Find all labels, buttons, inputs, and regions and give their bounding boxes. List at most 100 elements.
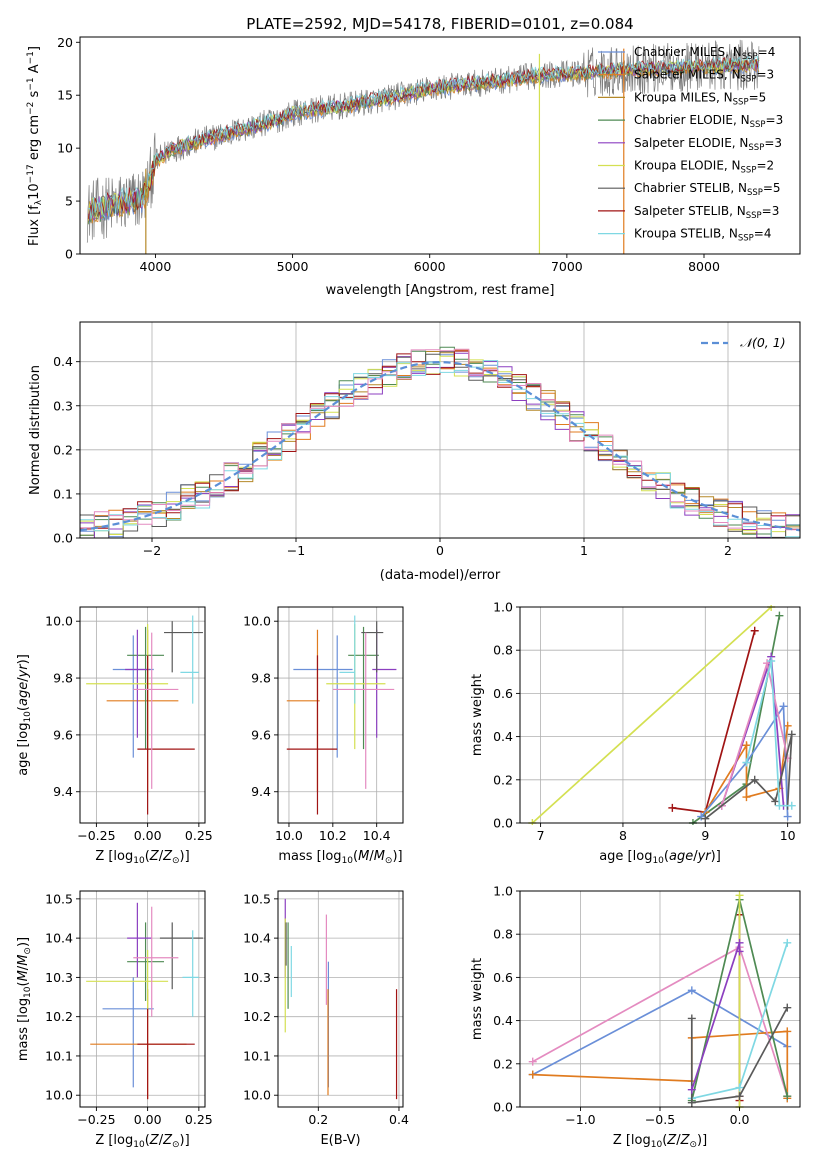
y-tick-label: 0.6: [493, 686, 513, 701]
x-tick-label: 4000: [140, 259, 172, 274]
weight-marker: [668, 803, 677, 812]
y-tick-label: 10: [57, 141, 73, 156]
x-tick-label: −0.25: [77, 828, 115, 843]
spectrum-panel: 4000 5000 6000 7000 8000 0 5 10 15 20 wavelength […: [26, 35, 801, 298]
x-tick-label: −1.0: [565, 1112, 595, 1127]
y-tick-label: 0.0: [53, 531, 73, 546]
gauss-legend-label: 𝒩(0, 1): [740, 335, 786, 350]
weight-marker: [763, 659, 772, 668]
y-tick-label: 10.2: [45, 1009, 73, 1024]
y-axis-label: mass weight: [470, 674, 485, 756]
weight-marker: [735, 1083, 744, 1092]
x-axis-label: mass [log10(M/M⊙)]: [278, 849, 402, 866]
legend-entry: Salpeter ELODIE, NSSP=3: [634, 136, 782, 153]
legend-entry: Chabrier STELIB, NSSP=5: [634, 181, 781, 198]
weight-marker: [779, 702, 788, 711]
y-tick-label: 10.4: [45, 931, 73, 946]
weight-marker: [775, 801, 784, 810]
z-vs-age-panel: −0.25 0.00 0.25 9.4 9.6 9.8 10.0 Z [log10(Z/Z⊙)…: [16, 606, 213, 866]
x-tick-label: 0.4: [389, 1112, 409, 1127]
weight-marker: [687, 1014, 696, 1023]
x-tick-label: 0.00: [134, 828, 162, 843]
y-tick-label: 0.3: [53, 398, 73, 413]
x-tick-label: 2: [724, 543, 732, 558]
weight-marker: [735, 947, 744, 956]
x-axis-label: age [log10(age/yr)]: [599, 849, 721, 866]
x-tick-label: −1: [287, 543, 305, 558]
x-tick-label: 8000: [688, 259, 720, 274]
weight-line: [531, 606, 772, 824]
weight-marker: [735, 1092, 744, 1101]
axes-frame: [519, 606, 801, 824]
legend-entry: Chabrier MILES, NSSP=4: [634, 45, 775, 62]
legend-entry: Chabrier ELODIE, NSSP=3: [634, 113, 783, 130]
y-tick-label: 0.4: [493, 1013, 513, 1028]
mass-vs-age-panel: 10.0 10.2 10.4 9.4 9.6 9.8 10.0 mass [log10(M/M…: [243, 606, 404, 866]
weight-marker: [750, 626, 759, 635]
histogram-steps: [80, 346, 800, 538]
y-axis-label: mass weight: [470, 958, 485, 1040]
age-vs-weight-panel: 7 8 9 10 0.0 0.2 0.4 0.6 0.8 1.0 age [log10(age/yr…: [470, 600, 801, 866]
y-tick-label: 10.0: [243, 614, 271, 629]
weight-marker: [783, 1092, 792, 1101]
weight-series: [528, 891, 792, 1109]
weight-marker: [687, 986, 696, 995]
y-tick-label: 10.5: [45, 891, 73, 906]
y-tick-label: 9.6: [53, 727, 73, 742]
axes-frame: [277, 890, 404, 1108]
y-tick-label: 9.8: [53, 671, 73, 686]
weight-marker: [771, 797, 780, 806]
x-tick-label: 0: [436, 543, 444, 558]
error-bar-points: [284, 898, 398, 1100]
weight-marker: [775, 611, 784, 620]
weight-marker: [783, 812, 792, 821]
weight-marker: [750, 775, 759, 784]
x-tick-label: 8: [619, 828, 627, 843]
spectrum-lines: [86, 39, 760, 254]
x-axis-label: Z [log10(Z/Z⊙)]: [95, 1133, 189, 1150]
spectrum-y-axis-label: Flux [fλ10−17 erg cm−2 s−1 A−1]: [26, 46, 44, 246]
y-tick-label: 10.3: [243, 970, 271, 985]
x-tick-label: 10.2: [319, 828, 347, 843]
axes-frame: [277, 606, 404, 824]
error-bar-points: [86, 902, 203, 1100]
y-tick-label: 9.4: [53, 784, 73, 799]
weight-marker: [783, 1003, 792, 1012]
y-axis-label: mass [log10(M/M⊙)]: [16, 937, 33, 1061]
y-tick-label: 10.5: [243, 891, 271, 906]
y-tick-label: 0.2: [493, 772, 513, 787]
y-tick-label: 10.4: [243, 931, 271, 946]
y-tick-label: 0.0: [493, 816, 513, 831]
legend-entry: Salpeter STELIB, NSSP=3: [634, 204, 779, 221]
y-tick-label: 10.3: [45, 970, 73, 985]
histogram-series: [80, 360, 800, 538]
y-tick-label: 0.2: [493, 1056, 513, 1071]
error-bar-points: [286, 615, 397, 815]
x-tick-label: 10: [780, 828, 796, 843]
y-tick-label: 9.4: [251, 784, 271, 799]
histogram-series: [80, 346, 800, 536]
weight-marker: [697, 812, 706, 821]
axes-frame: [79, 606, 206, 824]
y-tick-label: 0.2: [53, 442, 73, 457]
y-tick-label: 1.0: [493, 600, 513, 615]
x-tick-label: −2: [143, 543, 161, 558]
x-tick-label: 0.25: [185, 1112, 213, 1127]
spectrum-x-axis-label: wavelength [Angstrom, rest frame]: [326, 283, 555, 298]
x-tick-label: 7000: [551, 259, 583, 274]
y-tick-label: 0.1: [53, 486, 73, 501]
y-tick-label: 20: [57, 35, 73, 50]
weight-marker: [767, 657, 776, 665]
weight-marker: [787, 801, 796, 810]
weight-marker: [735, 938, 744, 947]
residual-y-axis-label: Normed distribution: [28, 365, 43, 495]
model-spectrum-line: [88, 55, 760, 220]
y-tick-label: 0.6: [493, 970, 513, 985]
legend-entry: Kroupa ELODIE, NSSP=2: [634, 159, 774, 176]
weight-line: [690, 942, 741, 1090]
y-tick-label: 1.0: [493, 884, 513, 899]
axes-frame: [79, 36, 801, 255]
x-tick-label: 0.25: [185, 828, 213, 843]
x-tick-label: 7: [537, 828, 545, 843]
